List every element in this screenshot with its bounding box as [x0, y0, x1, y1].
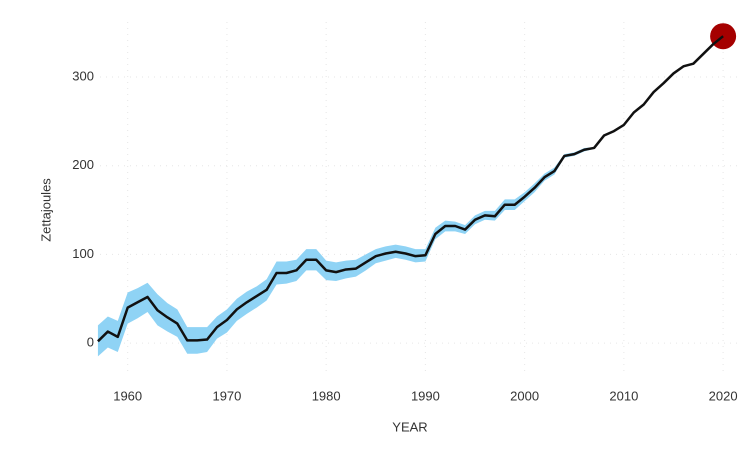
y-axis-label: Zettajoules: [38, 178, 53, 242]
line: [97, 35, 724, 343]
x-tick-label: 2000: [510, 388, 539, 403]
y-tick-label: 100: [72, 246, 94, 261]
x-tick-label: 1990: [411, 388, 440, 403]
x-tick-label: 1960: [113, 388, 142, 403]
y-tick-label: 300: [72, 68, 94, 83]
uncertainty-band: [97, 35, 724, 357]
x-tick-label: 1970: [212, 388, 241, 403]
x-tick-label: 1980: [312, 388, 341, 403]
x-tick-label: 2020: [709, 388, 738, 403]
x-axis-label: YEAR: [392, 419, 427, 434]
x-tick-label: 2010: [609, 388, 638, 403]
y-tick-label: 200: [72, 157, 94, 172]
y-tick-label: 0: [87, 335, 94, 350]
